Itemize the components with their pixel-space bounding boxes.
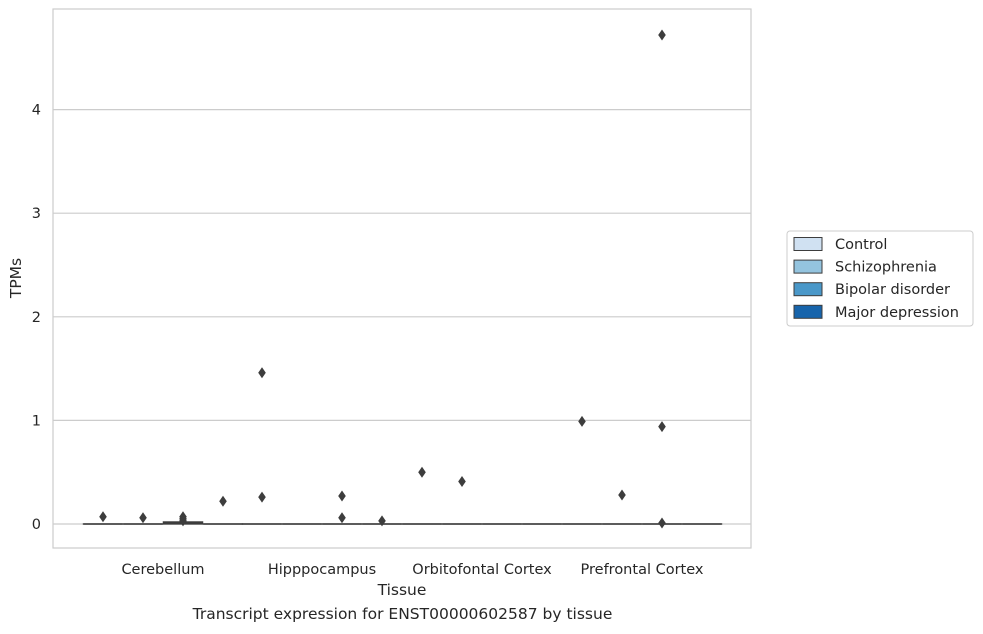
- outlier-point: [99, 511, 107, 523]
- outlier-point: [258, 367, 266, 379]
- outliers-layer: [99, 29, 666, 529]
- legend-swatch: [793, 282, 823, 297]
- legend-swatch: [793, 304, 823, 319]
- y-tick-label: 1: [32, 413, 41, 429]
- plot-frame: [52, 8, 752, 549]
- outlier-point: [258, 491, 266, 503]
- y-tick-label: 2: [32, 310, 41, 326]
- legend-swatch: [793, 259, 823, 274]
- y-tick-labels: 0 1 2 3 4: [32, 103, 41, 533]
- y-tick-label: 0: [32, 517, 41, 533]
- outlier-point: [658, 517, 666, 529]
- x-tick-label: Hipppocampus: [268, 562, 376, 578]
- legend-swatch: [793, 237, 823, 251]
- outlier-point: [179, 515, 187, 527]
- outlier-point: [338, 490, 346, 502]
- outlier-point: [418, 466, 426, 478]
- outlier-point: [658, 29, 666, 41]
- x-tick-label: Prefrontal Cortex: [581, 562, 704, 578]
- x-tick-label: Orbitofontal Cortex: [412, 562, 552, 578]
- outlier-point: [338, 512, 346, 524]
- outlier-point: [139, 512, 147, 524]
- x-tick-label: Cerebellum: [121, 562, 204, 578]
- x-tick-labels: Cerebellum Hipppocampus Orbitofontal Corte…: [121, 562, 703, 578]
- y-axis-title: TPMs: [7, 258, 25, 299]
- outlier-point: [578, 415, 586, 427]
- outlier-point: [378, 515, 386, 527]
- y-tick-label: 4: [32, 103, 41, 119]
- y-tick-label: 3: [32, 206, 41, 222]
- legend-label: Major depression: [835, 305, 959, 321]
- outlier-point: [219, 495, 227, 507]
- outlier-point: [618, 489, 626, 501]
- chart-caption: Transcript expression for ENST0000060258…: [192, 605, 613, 623]
- legend-label: Bipolar disorder: [835, 282, 950, 298]
- legend: Control Schizophrenia Bipolar disorder Majo…: [786, 230, 974, 327]
- x-axis-title: Tissue: [377, 581, 427, 599]
- outlier-point: [458, 476, 466, 488]
- legend-label: Control: [835, 237, 887, 253]
- outlier-point: [658, 421, 666, 433]
- legend-label: Schizophrenia: [835, 260, 937, 276]
- legend-frame: [786, 230, 974, 327]
